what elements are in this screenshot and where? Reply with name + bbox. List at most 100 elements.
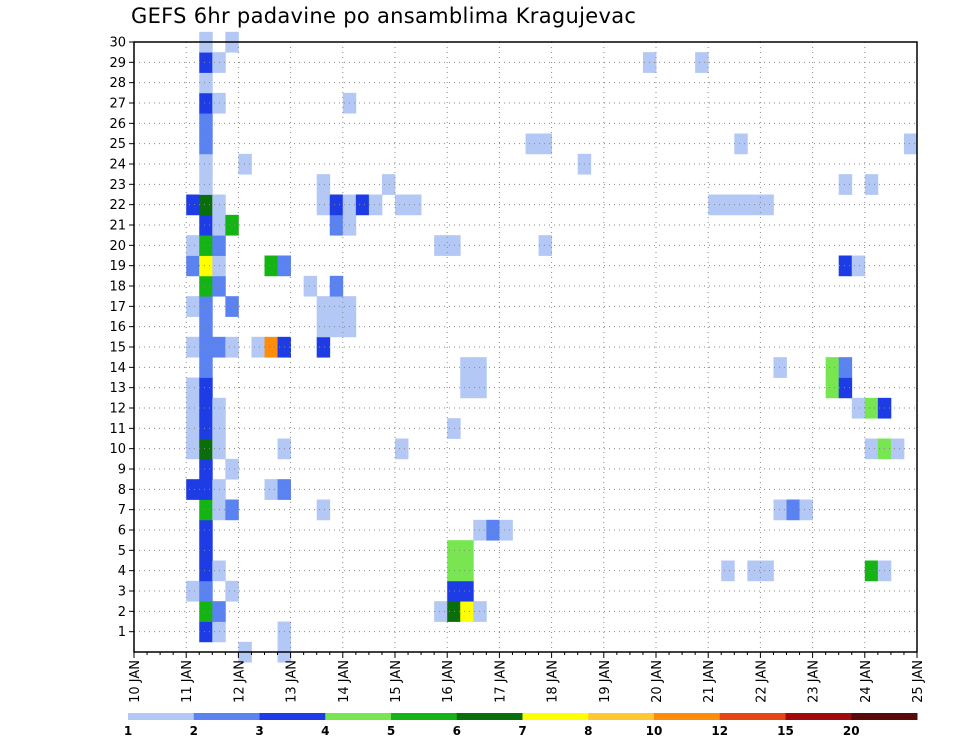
legend-swatch	[851, 713, 918, 720]
heatmap-cell	[460, 377, 474, 399]
y-tick-label: 16	[109, 320, 126, 335]
heatmap-cell	[199, 438, 213, 460]
heatmap-cell	[329, 296, 344, 317]
heatmap-cell	[225, 296, 239, 317]
y-tick-label: 8	[118, 483, 126, 498]
y-tick-label: 13	[109, 381, 126, 396]
heatmap-cell	[447, 418, 461, 439]
y-tick-label: 5	[118, 544, 126, 559]
heatmap-cell	[721, 194, 735, 216]
legend-swatch	[522, 713, 589, 720]
legend-swatch	[654, 713, 721, 720]
heatmap-cell	[251, 336, 265, 358]
y-tick-label: 23	[109, 178, 126, 193]
x-tick-label: 15 JAN	[389, 660, 404, 703]
heatmap-cell	[799, 499, 813, 521]
x-tick-label: 16 JAN	[441, 660, 456, 703]
legend-label: 8	[584, 724, 592, 738]
legend-label: 3	[255, 724, 263, 738]
legend-swatch	[259, 713, 326, 720]
heatmap-cell	[473, 377, 487, 399]
y-tick-label: 6	[118, 524, 126, 539]
heatmap-cell	[199, 316, 213, 338]
y-tick-label: 19	[109, 259, 126, 274]
heatmap-cell	[199, 479, 213, 500]
heatmap-cell	[773, 499, 787, 521]
heatmap-cell	[486, 519, 500, 541]
grid-layer	[134, 41, 917, 652]
x-tick-label: 13 JAN	[285, 660, 300, 703]
heatmap-cell	[460, 560, 474, 582]
x-tick-label: 19 JAN	[598, 660, 613, 703]
heatmap-cell	[903, 133, 918, 155]
heatmap-cell	[851, 397, 866, 419]
heatmap-cell	[447, 235, 461, 256]
legend-label: 2	[190, 724, 198, 738]
legend-swatch	[391, 713, 458, 720]
heatmap-cell	[381, 174, 396, 195]
heatmap-cell	[760, 194, 774, 216]
heatmap-cell	[838, 357, 853, 378]
y-tick-label: 12	[109, 402, 126, 417]
heatmap-cell	[199, 560, 213, 582]
heatmap-cell	[199, 194, 213, 216]
y-tick-label: 20	[109, 239, 126, 254]
heatmap-cell	[199, 540, 213, 561]
heatmap-cell	[329, 316, 344, 338]
heatmap-cell	[199, 418, 213, 439]
heatmap-cell	[499, 519, 513, 541]
heatmap-cell	[538, 133, 552, 155]
heatmap-cell	[329, 194, 344, 216]
heatmap-cell	[199, 519, 213, 541]
legend-layer: 1 2 3 4 5 6 7 8 10 12 15 20	[124, 713, 918, 738]
plot-frame	[133, 41, 918, 653]
legend-label: 6	[453, 724, 461, 738]
y-tick-label: 24	[109, 158, 126, 173]
heatmap-cell	[199, 72, 213, 94]
heatmap-cell	[329, 214, 344, 236]
x-tick-label: 22 JAN	[754, 660, 769, 703]
heatmap-cell	[447, 560, 461, 582]
heatmap-cell	[447, 601, 461, 622]
axis-layer: 1234567891011121314151617181920212223242…	[109, 36, 926, 703]
heatmap-cell	[199, 133, 213, 155]
heatmap-cell	[186, 296, 200, 317]
heatmap-cell	[316, 194, 331, 216]
y-tick-label: 25	[109, 137, 126, 152]
y-tick-label: 11	[109, 422, 126, 437]
heatmap-cell	[864, 438, 879, 460]
heatmap-cell	[473, 601, 487, 622]
legend-swatch	[193, 713, 260, 720]
heatmap-cell	[760, 560, 774, 582]
heatmap-cell	[199, 621, 213, 643]
chart-title: GEFS 6hr padavine po ansamblima Kragujev…	[131, 4, 637, 28]
heatmap-cell	[447, 580, 461, 602]
y-tick-label: 10	[109, 442, 126, 457]
heatmap-cell	[186, 438, 200, 460]
heatmap-cell	[186, 255, 200, 277]
legend-label: 15	[777, 724, 794, 738]
heatmap-cell	[473, 519, 487, 541]
x-tick-label: 18 JAN	[546, 660, 561, 703]
heatmap-cell	[199, 296, 213, 317]
x-tick-label: 25 JAN	[911, 660, 926, 703]
heatmap-cell	[316, 336, 331, 358]
heatmap-cell	[186, 580, 200, 602]
heatmap-cell	[395, 438, 409, 460]
heatmap-cell	[734, 194, 748, 216]
heatmap-cell	[773, 357, 787, 378]
x-tick-label: 14 JAN	[337, 660, 352, 703]
heatmap-cell	[838, 174, 853, 195]
heatmap-cell	[734, 133, 748, 155]
legend-label: 4	[321, 724, 329, 738]
legend-label: 7	[518, 724, 526, 738]
y-tick-label: 3	[118, 585, 126, 600]
legend-label: 5	[387, 724, 395, 738]
x-tick-label: 24 JAN	[859, 660, 874, 703]
heatmap-cell	[186, 397, 200, 419]
heatmap-cell	[199, 153, 213, 175]
heatmap-cell	[825, 377, 840, 399]
heatmap-cell	[225, 499, 239, 521]
heatmap-cell	[199, 499, 213, 521]
